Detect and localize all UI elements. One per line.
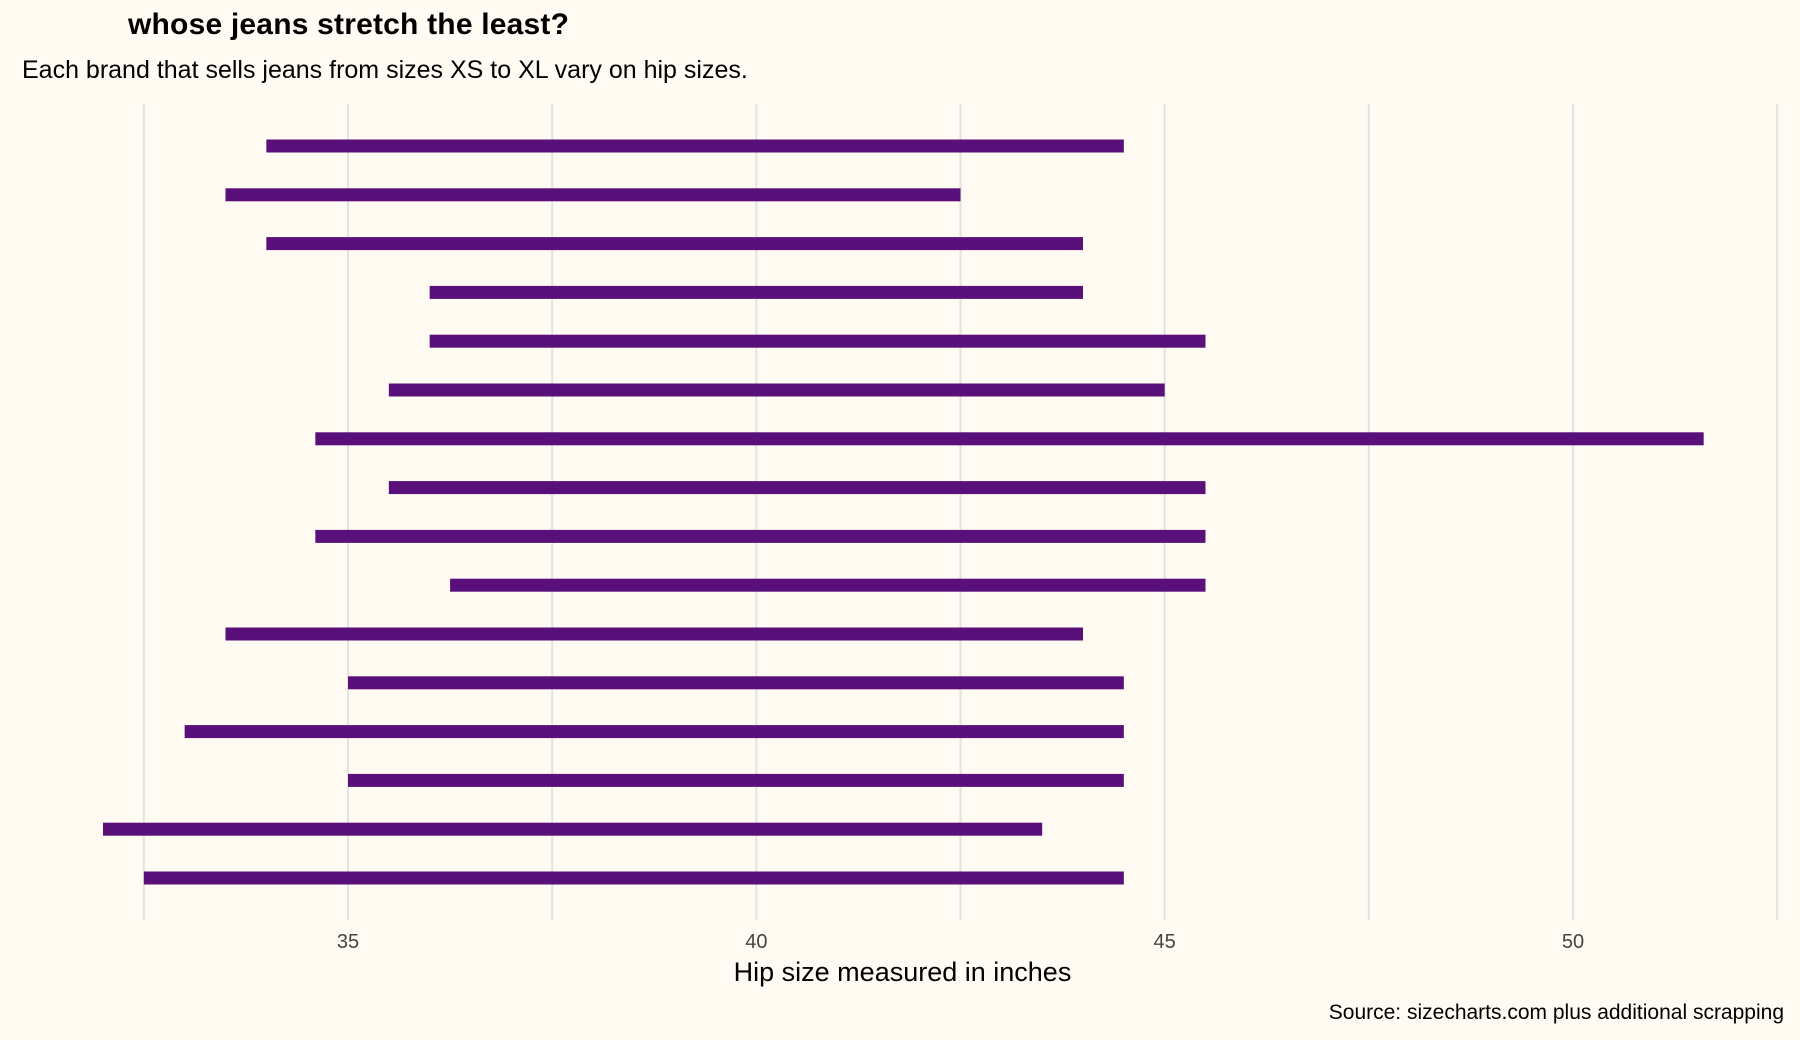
range-bar <box>143 871 1124 885</box>
range-bars <box>103 139 1704 885</box>
x-tick-label: 40 <box>745 931 767 953</box>
range-bar <box>348 676 1124 690</box>
range-bar <box>388 481 1206 495</box>
range-bar <box>429 334 1206 348</box>
x-tick-label: 45 <box>1154 931 1176 953</box>
chart-title: whose jeans stretch the least? <box>128 8 570 41</box>
grid-lines <box>142 104 1779 920</box>
x-tick-label: 35 <box>337 931 359 953</box>
range-bar <box>315 529 1206 543</box>
x-axis-ticks: 35 40 45 50 <box>337 931 1584 953</box>
range-bar <box>225 188 961 202</box>
range-bar <box>103 822 1043 836</box>
range-bar <box>184 725 1124 739</box>
range-bar <box>388 383 1165 397</box>
range-bar <box>225 627 1083 641</box>
x-axis-label: Hip size measured in inches <box>733 957 1072 987</box>
range-bar <box>315 432 1704 446</box>
range-bar <box>266 237 1083 251</box>
source-caption: Source: sizecharts.com plus additional s… <box>1328 1001 1784 1024</box>
range-bar <box>348 773 1124 787</box>
range-bar <box>450 578 1206 592</box>
range-bar <box>266 139 1124 153</box>
chart-subtitle: Each brand that sells jeans from sizes X… <box>22 56 748 84</box>
range-bar <box>429 285 1084 299</box>
x-tick-label: 50 <box>1562 931 1584 953</box>
